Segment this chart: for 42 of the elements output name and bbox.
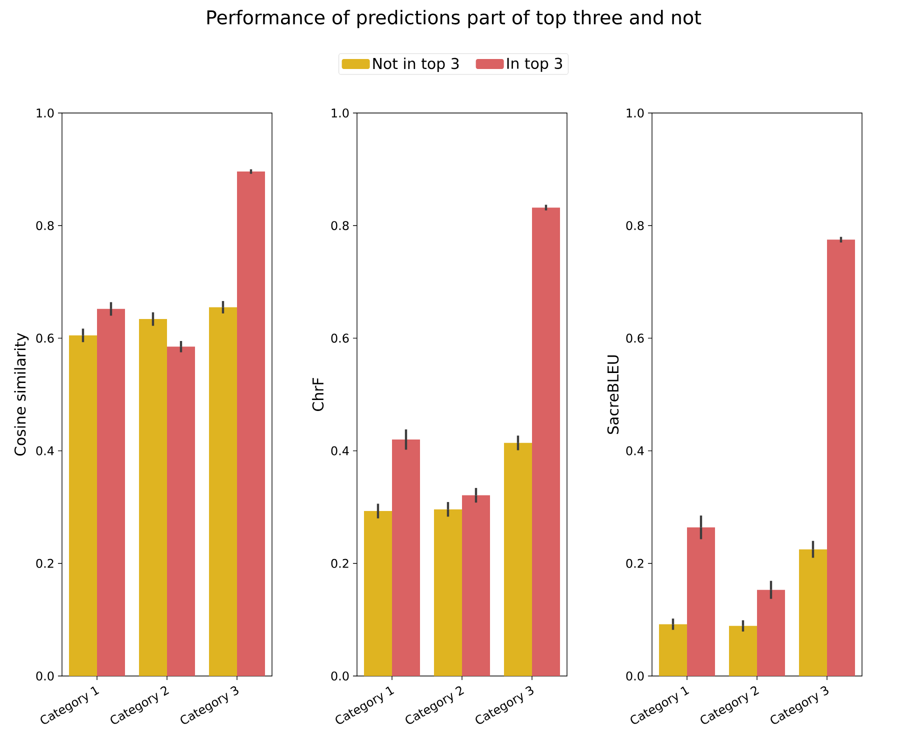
bar [729,626,758,676]
y-tick-label: 0.0 [626,671,644,681]
bar [364,511,392,676]
bar [532,208,560,676]
y-tick-label: 0.8 [331,221,349,230]
bar [237,172,266,676]
y-tick-label: 1.0 [332,108,349,118]
y-tick-label: 0.4 [626,446,644,456]
text: Performance of predictions part of top three and not [207,10,702,28]
bar [757,590,786,676]
y-tick-label: 1.0 [36,108,54,118]
bar [799,549,828,676]
bar [504,442,532,676]
legend-label: In top 3 [507,58,562,72]
y-tick-label: 0.4 [331,446,349,456]
y-axis-title: ChrF [312,378,324,411]
y-tick-label: 1.0 [626,108,644,118]
bar [462,495,490,676]
y-tick-label: 0.2 [626,558,644,568]
y-tick-label: 0.6 [331,334,349,343]
y-axis-title: SacreBLEU [607,355,619,434]
bar [139,319,167,676]
bar [69,335,97,676]
y-tick-label: 0.4 [36,446,54,456]
bar [97,308,125,676]
y-tick-label: 0.2 [331,558,348,568]
y-tick-label: 0.2 [36,558,54,568]
bar [827,240,856,676]
bar [392,440,420,676]
y-tick-label: 0.0 [331,671,349,681]
y-tick-label: 0.0 [36,671,54,681]
bar [209,307,238,676]
bar [434,509,462,676]
bar [659,624,688,676]
y-tick-label: 0.6 [36,334,54,343]
y-tick-label: 0.8 [626,221,644,230]
y-tick-label: 0.6 [626,334,644,343]
y-tick-label: 0.8 [36,221,54,230]
legend-label: Not in top 3 [373,58,459,72]
bar [167,346,196,676]
bar [687,527,716,676]
y-axis-title: Cosine similarity [14,333,29,456]
